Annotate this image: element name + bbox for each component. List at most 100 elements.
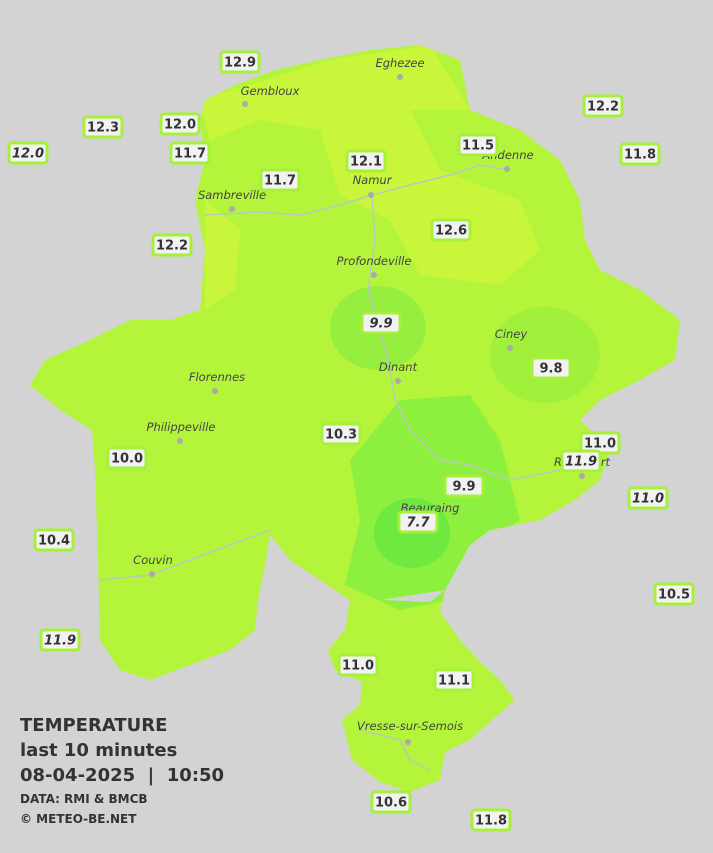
station-box: [470, 808, 512, 832]
station-value: 11.0: [342, 659, 374, 674]
station-value: 10.3: [325, 428, 357, 443]
city-name: Sambreville: [198, 188, 266, 202]
station-box: [82, 115, 124, 139]
station-label: 12.0: [7, 141, 49, 165]
city-dot: [395, 378, 401, 384]
station-value: 10.5: [658, 588, 690, 603]
station-label: 10.3: [320, 422, 362, 446]
station-label: 10.0: [106, 446, 148, 470]
station-box: [345, 149, 387, 173]
city-dot: [229, 206, 235, 212]
station-label: 11.1: [433, 668, 475, 692]
station-box: [219, 50, 261, 74]
station-label: 10.6: [370, 790, 412, 814]
station-value: 11.5: [462, 139, 494, 154]
station-box: [530, 356, 572, 380]
station-value: 12.2: [587, 100, 619, 115]
station-value: 9.8: [539, 362, 562, 377]
station-label: 11.7: [169, 141, 211, 165]
station-value: 11.1: [438, 674, 470, 689]
station-box: [619, 142, 661, 166]
station-label: 11.7: [259, 168, 301, 192]
city-name: Namur: [353, 173, 393, 187]
city-dot: [212, 388, 218, 394]
station-value: 11.9: [44, 634, 76, 649]
station-box: [582, 94, 624, 118]
station-label: 12.9: [219, 50, 261, 74]
city-dot: [397, 74, 403, 80]
station-label: 11.8: [470, 808, 512, 832]
station-value: 12.3: [87, 121, 119, 136]
city-dot: [504, 166, 510, 172]
station-box: [259, 168, 301, 192]
station-value: 12.2: [156, 239, 188, 254]
station-value: 11.8: [475, 814, 507, 829]
station-label: 9.8: [530, 356, 572, 380]
city-name: Dinant: [379, 360, 418, 374]
station-box: [151, 233, 193, 257]
city-name: Couvin: [133, 553, 173, 567]
station-label: 12.6: [430, 218, 472, 242]
station-box: [433, 668, 475, 692]
station-label: 12.1: [345, 149, 387, 173]
station-label: 7.7: [397, 510, 439, 534]
station-value: 9.9: [369, 317, 392, 332]
station-box: [397, 510, 439, 534]
station-label: 12.0: [159, 112, 201, 136]
station-label: 9.9: [443, 474, 485, 498]
station-value: 11.7: [174, 147, 206, 162]
station-value: 10.4: [38, 534, 70, 549]
city-dot: [579, 473, 585, 479]
city-dot: [507, 345, 513, 351]
station-value: 11.0: [584, 437, 616, 452]
station-value: 10.0: [111, 452, 143, 467]
station-label: 12.2: [582, 94, 624, 118]
city-dot: [242, 101, 248, 107]
station-label: 12.3: [82, 115, 124, 139]
city-name: Ciney: [495, 327, 528, 341]
station-box: [457, 133, 499, 157]
station-value: 12.6: [435, 224, 467, 239]
station-box: [320, 422, 362, 446]
legend: TEMPERATURE last 10 minutes 08-04-2025 |…: [20, 715, 224, 826]
city-name: Gembloux: [241, 84, 300, 98]
city-dot: [149, 571, 155, 577]
station-value: 7.7: [406, 516, 430, 531]
city-name: Eghezee: [375, 56, 424, 70]
station-box: [360, 311, 402, 335]
legend-period: last 10 minutes: [20, 740, 177, 761]
city-name: Philippeville: [147, 420, 216, 434]
city-dot: [405, 739, 411, 745]
station-value: 12.1: [350, 155, 382, 170]
station-label: 11.9: [560, 449, 602, 473]
station-label: 10.5: [653, 582, 695, 606]
station-label: 11.9: [39, 628, 81, 652]
station-label: 11.8: [619, 142, 661, 166]
legend-datetime: 08-04-2025 | 10:50: [20, 765, 224, 786]
station-box: [159, 112, 201, 136]
station-box: [33, 528, 75, 552]
station-value: 12.0: [12, 147, 44, 162]
station-box: [106, 446, 148, 470]
station-label: 9.9: [360, 311, 402, 335]
station-box: [337, 653, 379, 677]
city-dot: [368, 192, 374, 198]
city-name: Vresse-sur-Semois: [357, 719, 463, 733]
station-box: [627, 486, 669, 510]
station-box: [169, 141, 211, 165]
city-dot: [177, 438, 183, 444]
station-box: [653, 582, 695, 606]
city-dot: [371, 272, 377, 278]
legend-source: DATA: RMI & BMCB: [20, 792, 148, 806]
legend-copyright: © METEO-BE.NET: [20, 812, 137, 826]
station-value: 12.0: [164, 118, 196, 133]
station-box: [39, 628, 81, 652]
legend-title: TEMPERATURE: [20, 715, 167, 736]
station-label: 12.2: [151, 233, 193, 257]
station-label: 11.0: [337, 653, 379, 677]
station-label: 11.0: [627, 486, 669, 510]
station-label: 10.4: [33, 528, 75, 552]
city-name: Florennes: [189, 370, 245, 384]
